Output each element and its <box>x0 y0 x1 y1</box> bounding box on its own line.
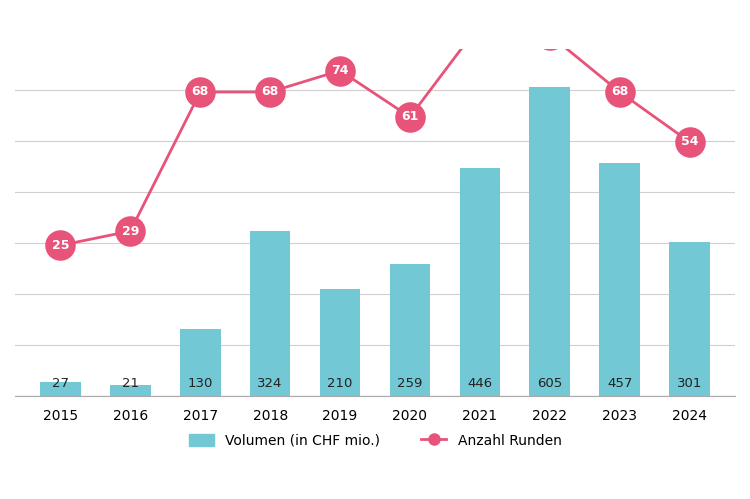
Point <box>544 31 556 39</box>
Text: 68: 68 <box>611 85 628 98</box>
Bar <box>669 243 710 396</box>
Point <box>55 242 67 250</box>
Text: 61: 61 <box>401 110 418 123</box>
Point <box>404 113 416 121</box>
Text: 259: 259 <box>398 377 423 390</box>
Text: 27: 27 <box>52 377 69 390</box>
Text: 87: 87 <box>471 18 488 31</box>
Bar <box>180 329 220 396</box>
Point <box>474 20 486 28</box>
Text: 324: 324 <box>257 377 283 390</box>
Bar <box>110 385 151 396</box>
Point <box>614 88 626 96</box>
Bar <box>599 163 640 396</box>
Text: 301: 301 <box>677 377 702 390</box>
Point <box>264 88 276 96</box>
Point <box>124 227 136 235</box>
Text: 29: 29 <box>122 225 139 238</box>
Text: 74: 74 <box>332 64 349 77</box>
Bar <box>40 382 81 396</box>
Legend: Volumen (in CHF mio.), Anzahl Runden: Volumen (in CHF mio.), Anzahl Runden <box>188 434 562 448</box>
Text: 54: 54 <box>681 135 698 148</box>
Text: 21: 21 <box>122 377 139 390</box>
Text: 68: 68 <box>262 85 279 98</box>
Text: 446: 446 <box>467 377 493 390</box>
Text: 605: 605 <box>537 377 562 390</box>
Point <box>683 138 695 146</box>
Text: 130: 130 <box>188 377 213 390</box>
Text: 25: 25 <box>52 239 69 252</box>
Bar <box>530 87 570 396</box>
Point <box>334 66 346 74</box>
Text: 210: 210 <box>327 377 352 390</box>
Point <box>194 88 206 96</box>
Bar <box>250 231 290 396</box>
Bar <box>460 169 500 396</box>
Text: 68: 68 <box>191 85 208 98</box>
Bar <box>390 263 430 396</box>
Text: 84: 84 <box>541 28 559 41</box>
Text: 457: 457 <box>607 377 632 390</box>
Bar <box>320 289 360 396</box>
